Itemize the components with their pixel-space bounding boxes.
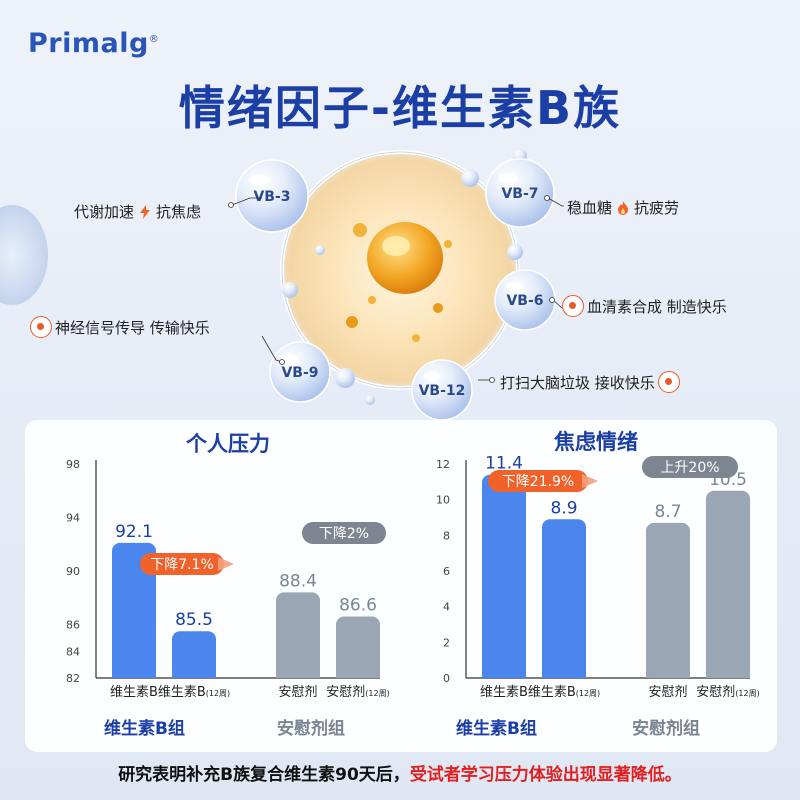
y-tick-label: 12 [436, 458, 450, 471]
footer-conclusion: 研究表明补充B族复合维生素90天后，受试者学习压力体验出现显著降低。 [118, 765, 682, 785]
change-badge [302, 522, 386, 544]
vb6-desc: 血清素合成 制造快乐 [562, 295, 727, 317]
chart2-title: 焦虑情绪 [554, 430, 638, 454]
flame-icon [618, 200, 629, 215]
category-label: 安慰剂 [278, 685, 317, 700]
chart1-title: 个人压力 [186, 432, 270, 456]
change-badge [488, 470, 588, 492]
data-label: 85.5 [175, 610, 213, 630]
chart2-group-placebo: 安慰剂组 [632, 719, 700, 739]
category-label: 维生素B [110, 685, 158, 700]
vb12-desc: 打扫大脑垃圾 接收快乐 [500, 371, 680, 393]
y-tick-label: 2 [443, 636, 450, 649]
bar [482, 474, 526, 678]
y-tick-label: 0 [443, 672, 450, 685]
category-label: 安慰剂(12周) [696, 685, 759, 700]
change-label: 下降21.9% [502, 474, 574, 490]
lightning-icon [140, 204, 151, 219]
change-badge [140, 553, 224, 575]
bar [336, 616, 380, 678]
vitamin-label: VB-7 [501, 186, 538, 202]
data-label: 92.1 [115, 522, 153, 542]
stress-chart: 82 84 86 90 94 98 92.1 维生素B 85.5 维生素B(12周) 88.4 安慰剂… [66, 458, 390, 700]
cloud-icon [562, 295, 584, 317]
bar [276, 592, 320, 678]
target-icon [657, 371, 680, 393]
page-title: 情绪因子-维生素B族 [178, 81, 622, 135]
category-label: 维生素B(12周) [528, 685, 600, 700]
category-label: 维生素B(12周) [158, 685, 230, 700]
bar [112, 542, 156, 678]
bar [646, 522, 690, 678]
data-label: 86.6 [339, 595, 377, 615]
data-label: 8.9 [550, 498, 577, 518]
brand-logo: Primalg® [28, 28, 160, 59]
vb9-desc: 神经信号传导 传输快乐 [30, 316, 210, 338]
category-label: 安慰剂 [648, 685, 687, 700]
y-tick-label: 8 [443, 529, 450, 542]
vitamin-label: VB-12 [419, 383, 466, 399]
vitamin-label: VB-3 [253, 189, 290, 205]
change-label: 下降2% [319, 526, 369, 542]
bar [172, 631, 216, 678]
vitamin-label: VB-6 [506, 293, 543, 309]
y-tick-label: 98 [66, 458, 80, 471]
y-tick-label: 82 [66, 672, 80, 685]
category-label: 安慰剂(12周) [326, 685, 389, 700]
background-droplet [0, 205, 48, 305]
change-label: 下降7.1% [150, 557, 214, 573]
brain-icon [30, 316, 52, 338]
y-tick-label: 84 [66, 645, 80, 658]
y-tick-label: 90 [66, 565, 80, 578]
data-label: 88.4 [279, 571, 317, 591]
data-label: 11.4 [485, 454, 523, 474]
y-tick-label: 94 [66, 512, 80, 525]
data-label: 8.7 [654, 502, 681, 522]
nutrient-core [367, 222, 443, 294]
chart1-group-vb: 维生素B组 [104, 719, 185, 739]
change-badge [642, 456, 738, 478]
chart1-group-placebo: 安慰剂组 [277, 719, 345, 739]
vb3-desc: 代谢加速 抗焦虑 [74, 203, 202, 221]
y-tick-label: 4 [443, 601, 450, 614]
change-label: 上升20% [660, 460, 719, 476]
vitamin-illustration: VB-3 VB-7 VB-6 VB-9 VB-12 [0, 149, 565, 420]
y-tick-label: 6 [443, 565, 450, 578]
y-tick-label: 86 [66, 619, 80, 632]
vb7-desc: 稳血糖 抗疲劳 [567, 199, 680, 217]
vitamin-label: VB-9 [281, 365, 318, 381]
chart2-group-vb: 维生素B组 [456, 719, 537, 739]
y-tick-label: 10 [436, 494, 450, 507]
category-label: 维生素B [480, 685, 528, 700]
bar [706, 490, 750, 678]
bar [542, 519, 586, 678]
